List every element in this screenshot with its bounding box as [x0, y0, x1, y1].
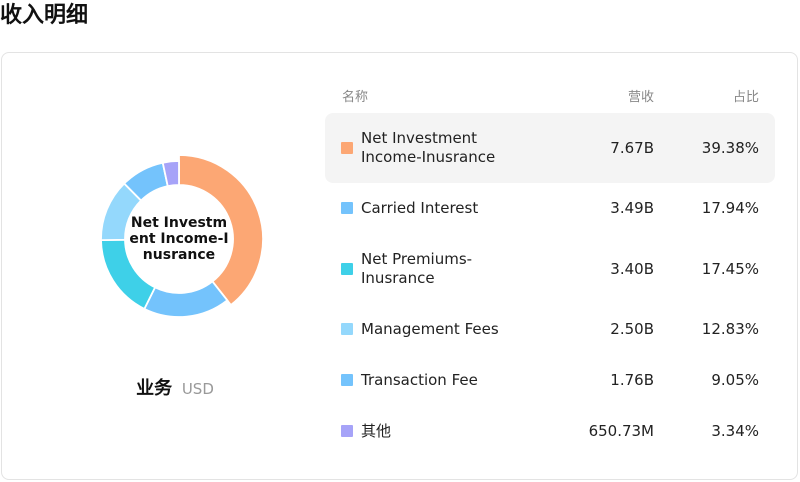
donut-chart-svg: [100, 154, 264, 318]
legend-swatch: [341, 263, 353, 275]
row-name: 其他: [361, 421, 392, 440]
table-row[interactable]: Net Premiums-Inusrance 3.40B 17.45%: [325, 234, 775, 304]
row-share: 17.94%: [701, 199, 759, 217]
row-share: 3.34%: [711, 422, 759, 440]
column-header-name: 名称: [342, 90, 369, 105]
donut-center-label: Net Investment Income-Inusrance: [129, 215, 229, 263]
row-name: Net Premiums-Inusrance: [361, 250, 473, 287]
row-share: 12.83%: [701, 320, 759, 338]
table-row[interactable]: Carried Interest 3.49B 17.94%: [325, 173, 775, 243]
legend-swatch: [341, 374, 353, 386]
column-header-revenue: 营收: [627, 90, 654, 105]
currency-unit: USD: [181, 380, 214, 398]
row-share: 17.45%: [701, 260, 759, 278]
row-revenue: 2.50B: [610, 320, 654, 338]
row-revenue: 3.40B: [610, 260, 654, 278]
row-revenue: 3.49B: [610, 199, 654, 217]
row-name: Transaction Fee: [361, 370, 478, 389]
row-name: Management Fees: [361, 319, 499, 338]
business-label: 业务 USD: [0, 374, 350, 400]
page-title: 收入明细: [0, 3, 89, 28]
column-header-share: 占比: [732, 90, 759, 105]
row-share: 39.38%: [701, 139, 759, 157]
donut-slice[interactable]: [143, 280, 229, 318]
row-revenue: 650.73M: [588, 422, 654, 440]
donut-chart[interactable]: Net Investment Income-Inusrance: [94, 154, 264, 324]
table-row[interactable]: Transaction Fee 1.76B 9.05%: [325, 345, 775, 415]
table-row[interactable]: Net Investment Income-Inusrance 7.67B 39…: [325, 113, 775, 183]
legend-swatch: [341, 202, 353, 214]
row-revenue: 1.76B: [610, 371, 654, 389]
table-row[interactable]: 其他 650.73M 3.34%: [325, 396, 775, 466]
table-header: 名称 营收 占比: [325, 86, 775, 106]
legend-swatch: [341, 142, 353, 154]
donut-slice[interactable]: [161, 160, 180, 188]
legend-swatch: [341, 425, 353, 437]
row-name: Carried Interest: [361, 198, 479, 217]
row-revenue: 7.67B: [610, 139, 654, 157]
row-share: 9.05%: [711, 371, 759, 389]
table-row[interactable]: Management Fees 2.50B 12.83%: [325, 294, 775, 364]
business-title: 业务: [136, 378, 173, 399]
donut-slice[interactable]: [178, 154, 264, 307]
row-name: Net Investment Income-Inusrance: [361, 129, 496, 166]
legend-swatch: [341, 323, 353, 335]
